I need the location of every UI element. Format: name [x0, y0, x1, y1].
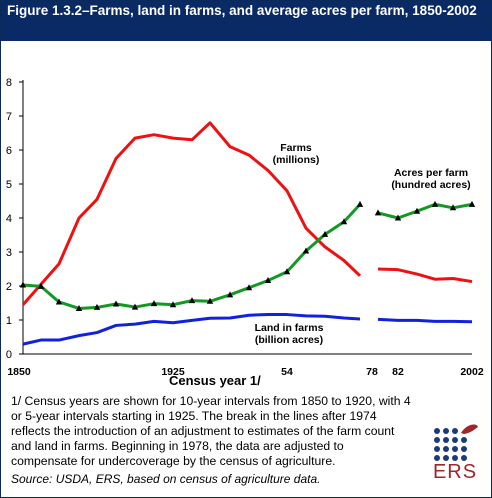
acres-data-point — [112, 300, 120, 307]
y-tick-label: 3 — [6, 247, 12, 259]
land-annotation: Land in farms — [255, 322, 324, 334]
acres-data-point — [226, 291, 234, 298]
farms-series-line — [377, 267, 473, 284]
y-tick-label: 4 — [6, 213, 12, 225]
ers-logo: ERS — [431, 421, 479, 487]
acres-data-point — [340, 218, 348, 225]
acres-data-point — [356, 200, 364, 207]
acres-data-point — [93, 303, 101, 310]
acres-series-line — [22, 203, 362, 310]
x-tick-label: 82 — [392, 366, 404, 378]
x-axis-label: Census year 1/ — [169, 373, 261, 388]
acres-data-point — [374, 209, 382, 216]
title-bar: Figure 1.3.2–Farms, land in farms, and a… — [1, 1, 491, 41]
acres-data-point — [321, 230, 329, 237]
y-tick-label: 1 — [6, 315, 12, 327]
x-tick-label: 2002 — [460, 366, 484, 378]
figure-title: Figure 1.3.2–Farms, land in farms, and a… — [7, 3, 477, 18]
acres-data-point — [449, 204, 457, 211]
acres-data-point — [19, 281, 27, 288]
acres-data-point — [431, 200, 439, 207]
acres-data-point — [468, 200, 476, 207]
y-tick-label: 6 — [6, 145, 12, 157]
y-tick-label: 7 — [6, 111, 12, 123]
source-note: Source: USDA, ERS, based on census of ag… — [11, 472, 321, 486]
logo-dots-icon — [434, 424, 478, 461]
x-tick-label: 54 — [281, 366, 293, 378]
land-annotation: (billion acres) — [255, 334, 323, 346]
series-lines — [19, 121, 476, 346]
acres-annotation: Acres per farm — [394, 167, 468, 179]
acres-data-point — [169, 301, 177, 308]
farms-annotation: (millions) — [273, 154, 320, 166]
acres-data-point — [413, 207, 421, 214]
acres-data-point — [302, 247, 310, 254]
farms-series-line — [21, 121, 362, 306]
y-tick-label: 0 — [6, 349, 12, 361]
acres-data-point — [283, 268, 291, 275]
acres-data-point — [394, 214, 402, 221]
acres-annotation: (hundred acres) — [391, 179, 470, 191]
acres-data-point — [150, 300, 158, 307]
footnote: 1/ Census years are shown for 10-year in… — [11, 394, 411, 468]
acres-data-point — [131, 303, 139, 310]
y-tick-label: 5 — [6, 179, 12, 191]
annotations: Farms(millions) Acres per farm(hundred ac… — [255, 142, 471, 346]
x-tick-label: 1925 — [161, 366, 185, 378]
acres-data-point — [264, 277, 272, 284]
land-series-line — [22, 313, 361, 346]
acres-data-point — [75, 304, 83, 311]
x-tick-label: 1850 — [7, 366, 31, 378]
acres-data-point — [206, 297, 214, 304]
acres-data-point — [55, 298, 63, 305]
land-series-line — [377, 317, 473, 324]
y-tick-label: 8 — [6, 77, 12, 89]
logo-text: ERS — [432, 461, 478, 483]
y-tick-label: 2 — [6, 281, 12, 293]
acres-data-point — [37, 282, 45, 289]
acres-data-point — [188, 297, 196, 304]
acres-data-point — [245, 284, 253, 291]
farms-annotation: Farms — [280, 142, 312, 154]
acres-series-line — [377, 202, 473, 220]
x-tick-label: 78 — [366, 366, 378, 378]
